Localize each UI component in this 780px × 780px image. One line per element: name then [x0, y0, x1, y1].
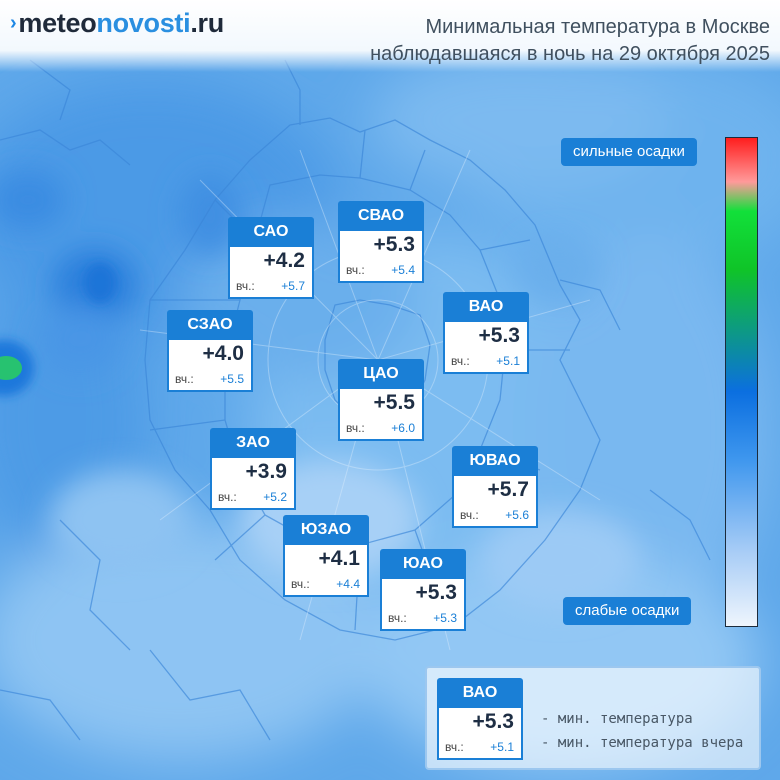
legend-sample-min-temperature: +5.3: [472, 710, 514, 733]
yesterday-temperature: +5.3: [433, 611, 457, 625]
title-line-2: наблюдавшаяся в ночь на 29 октября 2025: [370, 43, 770, 65]
district-values: +5.3 вч.: +5.4: [338, 231, 424, 283]
min-temperature: +3.9: [245, 460, 287, 483]
precipitation-spot: [0, 356, 22, 380]
yesterday-temperature: +5.1: [496, 354, 520, 368]
yesterday-label: вч.:: [388, 611, 407, 625]
title-line-1: Минимальная температура в Москве: [425, 16, 770, 38]
legend-sample-card: ВАО +5.3 вч.: +5.1: [437, 678, 523, 760]
district-card-cao[interactable]: ЦАО +5.5 вч.: +6.0: [338, 359, 424, 441]
district-name: ЮЗАО: [283, 515, 369, 545]
yesterday-label: вч.:: [175, 372, 194, 386]
legend-yesterday-desc: - мин. температура вчера: [541, 735, 744, 751]
yesterday-temperature: +5.2: [263, 490, 287, 504]
district-card-yuao[interactable]: ЮАО +5.3 вч.: +5.3: [380, 549, 466, 631]
site-logo[interactable]: ›meteonovosti.ru: [10, 8, 224, 39]
district-name: СЗАО: [167, 310, 253, 340]
yesterday-label: вч.:: [460, 508, 479, 522]
district-values: +4.2 вч.: +5.7: [228, 247, 314, 299]
logo-part-meteo: meteo: [18, 8, 97, 38]
district-card-sao[interactable]: САО +4.2 вч.: +5.7: [228, 217, 314, 299]
min-temperature: +4.1: [318, 547, 360, 570]
district-card-vao[interactable]: ВАО +5.3 вч.: +5.1: [443, 292, 529, 374]
min-temperature: +4.2: [263, 249, 305, 272]
district-name: ЦАО: [338, 359, 424, 389]
yesterday-temperature: +5.4: [391, 263, 415, 277]
district-values: +4.1 вч.: +4.4: [283, 545, 369, 597]
scale-label-low: слабые осадки: [563, 597, 692, 625]
district-values: +4.0 вч.: +5.5: [167, 340, 253, 392]
legend-sample-values: +5.3 вч.: +5.1: [437, 708, 523, 760]
scale-label-high: сильные осадки: [561, 138, 697, 166]
legend-sample-yesterday-label: вч.:: [445, 740, 464, 754]
min-temperature: +5.7: [487, 478, 529, 501]
district-card-svao[interactable]: СВАО +5.3 вч.: +5.4: [338, 201, 424, 283]
yesterday-temperature: +5.6: [505, 508, 529, 522]
district-card-yuzao[interactable]: ЮЗАО +4.1 вч.: +4.4: [283, 515, 369, 597]
legend-sample-yesterday-temperature: +5.1: [490, 740, 514, 754]
precipitation-scale-bar: [725, 137, 758, 627]
district-values: +5.7 вч.: +5.6: [452, 476, 538, 528]
min-temperature: +5.3: [478, 324, 520, 347]
min-temperature: +5.3: [373, 233, 415, 256]
logo-part-novosti: novosti: [96, 8, 191, 38]
district-values: +5.5 вч.: +6.0: [338, 389, 424, 441]
header-bar: [0, 0, 780, 72]
yesterday-label: вч.:: [346, 421, 365, 435]
yesterday-label: вч.:: [236, 279, 255, 293]
min-temperature: +5.3: [415, 581, 457, 604]
yesterday-label: вч.:: [218, 490, 237, 504]
district-values: +5.3 вч.: +5.1: [443, 322, 529, 374]
district-name: ЮВАО: [452, 446, 538, 476]
legend-sample-name: ВАО: [437, 678, 523, 708]
page-title: Минимальная температура в Москве наблюда…: [370, 14, 770, 68]
yesterday-temperature: +6.0: [391, 421, 415, 435]
yesterday-label: вч.:: [346, 263, 365, 277]
district-name: САО: [228, 217, 314, 247]
legend-min-temp-desc: - мин. температура: [541, 711, 693, 727]
yesterday-label: вч.:: [451, 354, 470, 368]
district-card-zao[interactable]: ЗАО +3.9 вч.: +5.2: [210, 428, 296, 510]
yesterday-temperature: +5.7: [281, 279, 305, 293]
district-card-szao[interactable]: СЗАО +4.0 вч.: +5.5: [167, 310, 253, 392]
min-temperature: +4.0: [202, 342, 244, 365]
district-name: ЗАО: [210, 428, 296, 458]
district-values: +5.3 вч.: +5.3: [380, 579, 466, 631]
logo-part-ru: .ru: [190, 8, 224, 38]
district-values: +3.9 вч.: +5.2: [210, 458, 296, 510]
district-name: ВАО: [443, 292, 529, 322]
yesterday-temperature: +5.5: [220, 372, 244, 386]
min-temperature: +5.5: [373, 391, 415, 414]
logo-chevron-icon: ›: [10, 12, 17, 34]
yesterday-temperature: +4.4: [336, 577, 360, 591]
district-card-yuvao[interactable]: ЮВАО +5.7 вч.: +5.6: [452, 446, 538, 528]
district-name: ЮАО: [380, 549, 466, 579]
district-name: СВАО: [338, 201, 424, 231]
yesterday-label: вч.:: [291, 577, 310, 591]
